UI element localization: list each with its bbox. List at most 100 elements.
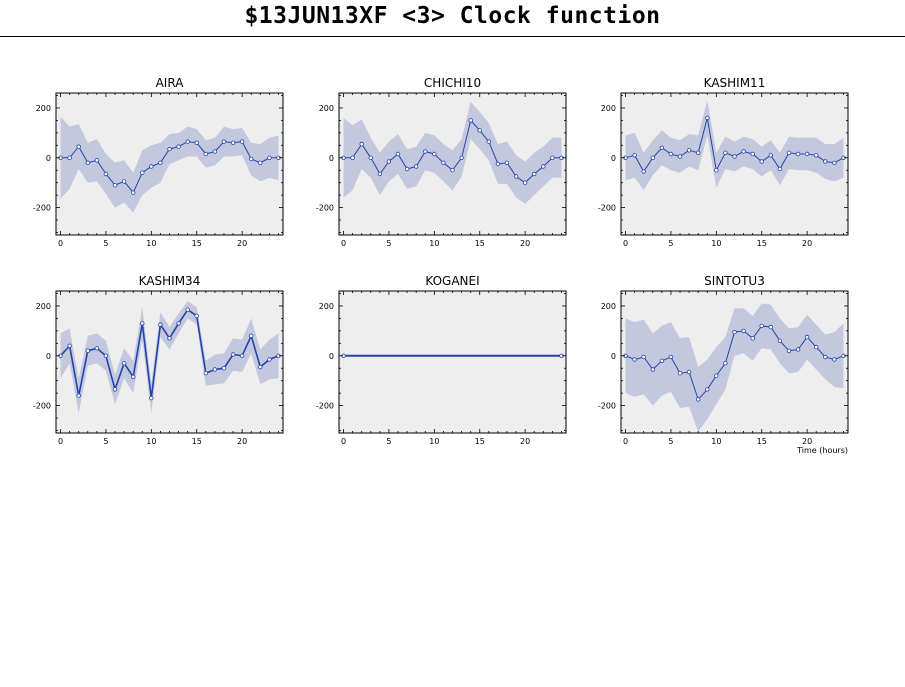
error-band [625,303,844,432]
data-point [158,322,163,327]
y-tick-label: 200 [601,104,616,113]
data-point [112,182,118,188]
data-point [221,366,227,371]
data-point [632,153,637,158]
data-point [140,170,145,175]
data-point [130,190,136,195]
data-point [239,139,245,144]
chart-panel-4: 0 5 10 15 20 -200 0 200 KASHIM34 [33,274,284,446]
data-point [176,144,181,149]
y-tick-label: 0 [611,352,616,361]
data-point [158,160,163,165]
chart-title: KOGANEI [425,274,479,288]
data-point [203,371,208,376]
data-point [641,354,646,360]
data-point [248,156,254,162]
data-point [395,151,401,157]
data-point [659,358,665,363]
y-tick-label: -200 [316,402,334,411]
x-tick-label: 20 [237,437,247,446]
data-point [759,159,764,164]
data-point [741,149,746,154]
x-tick-label: 20 [802,437,812,446]
y-tick-label: 0 [611,154,616,163]
data-point [814,344,819,350]
data-point [167,146,172,152]
data-point [632,357,637,362]
y-tick-label: -200 [316,204,334,213]
data-point [686,148,692,153]
data-point [103,171,109,177]
data-point [140,321,145,326]
data-point [239,353,245,358]
x-tick-label: 15 [475,239,485,248]
x-tick-label: 10 [146,239,156,248]
data-point [112,387,118,392]
data-point [212,149,218,154]
y-tick-label: 200 [601,302,616,311]
data-point [759,323,764,329]
data-point [495,161,501,167]
chart-title: KASHIM34 [139,274,201,288]
data-point [650,155,655,160]
chart-panel-2: 0 5 10 15 20 -200 0 200 CHICHI10 [316,76,567,248]
x-tick-label: 15 [757,239,767,248]
data-point [804,151,810,157]
data-point [94,158,100,163]
x-tick-label: 20 [237,239,247,248]
x-axis-label: Time (hours) [796,446,848,455]
y-tick-label: -200 [598,204,616,213]
x-tick-label: 15 [192,239,202,248]
data-point [823,354,828,360]
x-tick-label: 20 [802,239,812,248]
title-rule [0,36,905,37]
x-tick-label: 0 [58,239,63,248]
x-tick-label: 5 [386,239,391,248]
chart-panel-1: 0 5 10 15 20 -200 0 200 AIRA [33,76,284,248]
data-point [468,118,473,123]
data-point [768,153,773,158]
x-tick-label: 15 [757,437,767,446]
data-point [650,367,655,372]
data-point [768,324,773,330]
data-point [668,354,674,360]
data-point [532,171,537,177]
x-tick-label: 5 [668,437,673,446]
chart-panel-6: 0 5 10 15 20 -200 0 200 SINTOTU3 Time (hours) [598,274,849,455]
data-point [541,164,546,169]
data-point [832,160,837,165]
data-point [795,347,801,352]
data-point [450,167,455,173]
x-tick-label: 10 [711,437,721,446]
data-point [258,160,263,165]
data-point [85,160,90,165]
error-band [343,101,562,204]
data-point [522,180,528,185]
data-point [185,139,190,144]
data-point [176,321,181,326]
data-point [723,150,728,155]
y-tick-label: 200 [319,302,334,311]
chart-title: SINTOTU3 [704,274,765,288]
data-point [67,155,72,160]
x-tick-label: 10 [146,437,156,446]
error-band [625,100,844,191]
data-point [786,348,792,353]
x-tick-label: 0 [58,437,63,446]
data-point [267,155,272,160]
x-tick-label: 5 [668,239,673,248]
data-point [248,333,254,338]
data-point [723,361,728,366]
x-tick-label: 0 [623,239,628,248]
data-point [194,313,199,319]
chart-title: CHICHI10 [424,76,481,90]
y-tick-label: 0 [329,154,334,163]
data-point [404,166,410,172]
data-point [777,166,783,172]
y-tick-label: 200 [36,302,51,311]
chart-title: KASHIM11 [704,76,766,90]
data-point [741,328,746,334]
y-tick-label: 200 [319,104,334,113]
data-point [85,348,90,353]
y-tick-label: 200 [36,104,51,113]
